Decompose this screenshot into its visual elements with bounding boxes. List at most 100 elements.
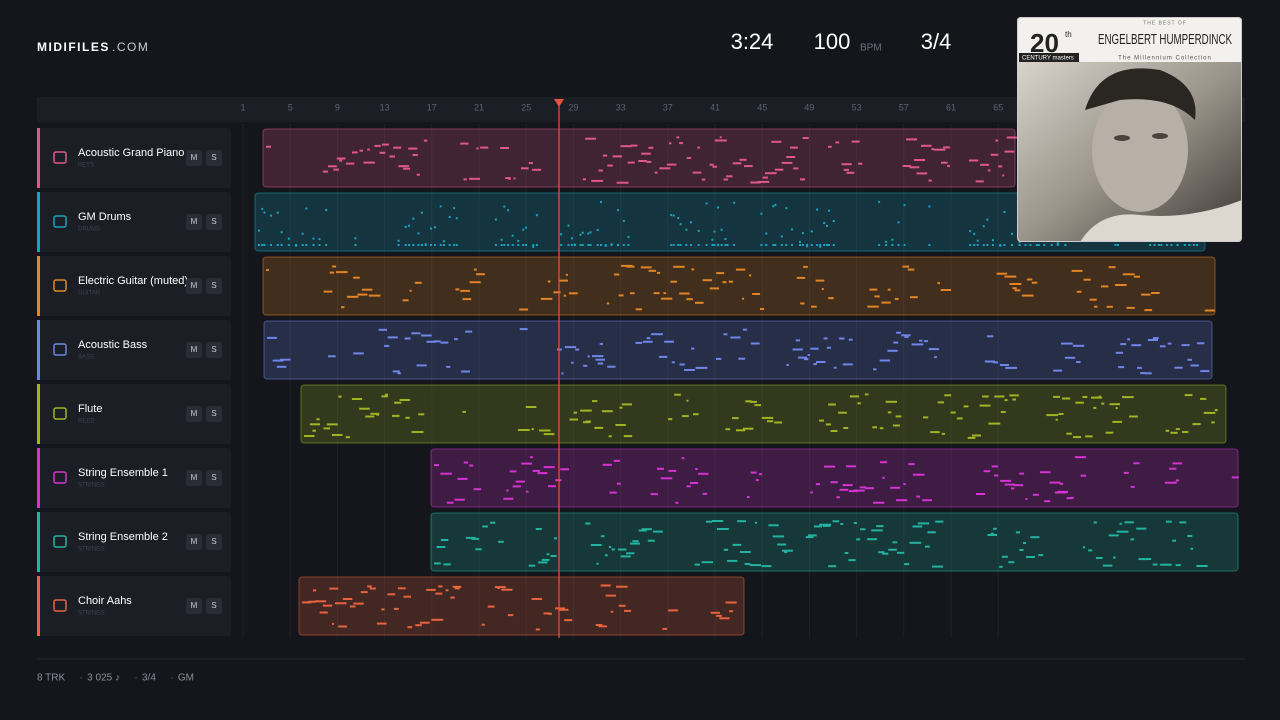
note: [615, 424, 626, 426]
note: [455, 217, 458, 220]
note: [725, 601, 737, 604]
note: [539, 429, 551, 432]
note: [301, 232, 304, 235]
note: [263, 211, 266, 214]
mute-button[interactable]: [186, 406, 202, 422]
solo-button[interactable]: [206, 470, 222, 486]
track-group: BASS: [78, 355, 94, 361]
solo-button[interactable]: [206, 406, 222, 422]
note: [828, 145, 832, 148]
note: [1021, 294, 1034, 297]
solo-button[interactable]: [206, 342, 222, 358]
note: [408, 147, 418, 150]
clip[interactable]: [430, 512, 1239, 572]
note: [826, 224, 828, 227]
solo-button[interactable]: [206, 598, 222, 614]
note: [750, 181, 761, 184]
note: [546, 553, 550, 556]
track-group: DRUMS: [78, 227, 100, 233]
ruler-label: 1: [240, 102, 245, 112]
clip[interactable]: [263, 320, 1213, 380]
note: [569, 418, 578, 421]
note: [982, 395, 989, 398]
clip[interactable]: [430, 448, 1239, 508]
note: [1091, 396, 1103, 399]
note: [497, 587, 500, 589]
solo-button[interactable]: [206, 534, 222, 550]
track-panel: [37, 256, 231, 316]
note: [1072, 344, 1085, 347]
mute-button[interactable]: [186, 342, 202, 358]
note: [662, 627, 668, 630]
note: [412, 244, 415, 246]
ruler-label: 45: [757, 102, 767, 112]
note: [923, 416, 929, 419]
solo-button[interactable]: [206, 150, 222, 166]
note: [1010, 487, 1015, 490]
note: [979, 404, 991, 407]
mute-button[interactable]: [186, 150, 202, 166]
note: [430, 244, 432, 246]
note: [642, 340, 653, 343]
note: [675, 501, 679, 504]
note: [849, 490, 858, 493]
note: [512, 485, 521, 488]
album-art[interactable]: 20 th CENTURY masters THE BEST OF ENGELB…: [1017, 17, 1242, 242]
note: [1093, 406, 1097, 409]
note: [1145, 558, 1152, 560]
note: [1012, 398, 1016, 401]
mute-button[interactable]: [186, 470, 202, 486]
note: [726, 175, 733, 178]
note: [490, 521, 496, 524]
note: [604, 244, 607, 246]
clip[interactable]: [262, 128, 1016, 188]
note: [1013, 484, 1024, 487]
mute-button[interactable]: [186, 598, 202, 614]
clip[interactable]: [262, 256, 1216, 316]
note: [535, 214, 538, 217]
note: [332, 265, 337, 268]
note: [810, 347, 819, 350]
note: [506, 489, 509, 492]
ruler-label: 29: [568, 102, 578, 112]
note: [882, 552, 889, 555]
note: [1116, 530, 1129, 533]
note: [686, 485, 691, 488]
note: [598, 625, 608, 628]
note: [509, 470, 517, 473]
mute-button[interactable]: [186, 214, 202, 230]
clip[interactable]: [298, 576, 745, 636]
note: [1006, 136, 1017, 139]
note: [617, 244, 619, 246]
note: [302, 601, 312, 604]
note: [774, 421, 783, 424]
mute-button[interactable]: [186, 278, 202, 294]
track-panel: [37, 320, 231, 380]
note: [494, 586, 506, 589]
note: [1004, 483, 1016, 486]
track-name: Flute: [78, 403, 102, 415]
footer-separator: ·: [134, 673, 137, 684]
note: [481, 623, 485, 626]
solo-button[interactable]: [206, 214, 222, 230]
note: [1133, 462, 1140, 465]
note: [887, 349, 898, 352]
note: [561, 372, 564, 375]
note: [336, 271, 348, 274]
note: [844, 552, 849, 554]
note: [1004, 399, 1008, 402]
track: Choir Aahs STRINGS M S: [37, 576, 745, 636]
note: [823, 244, 826, 246]
track-icon: [53, 407, 67, 420]
note: [679, 244, 682, 246]
note: [995, 139, 999, 142]
mute-button[interactable]: [186, 534, 202, 550]
note: [982, 244, 985, 246]
note: [326, 423, 338, 426]
note: [686, 298, 693, 301]
note: [630, 144, 638, 147]
note: [1138, 558, 1149, 561]
clip[interactable]: [300, 384, 1227, 444]
solo-button[interactable]: [206, 278, 222, 294]
